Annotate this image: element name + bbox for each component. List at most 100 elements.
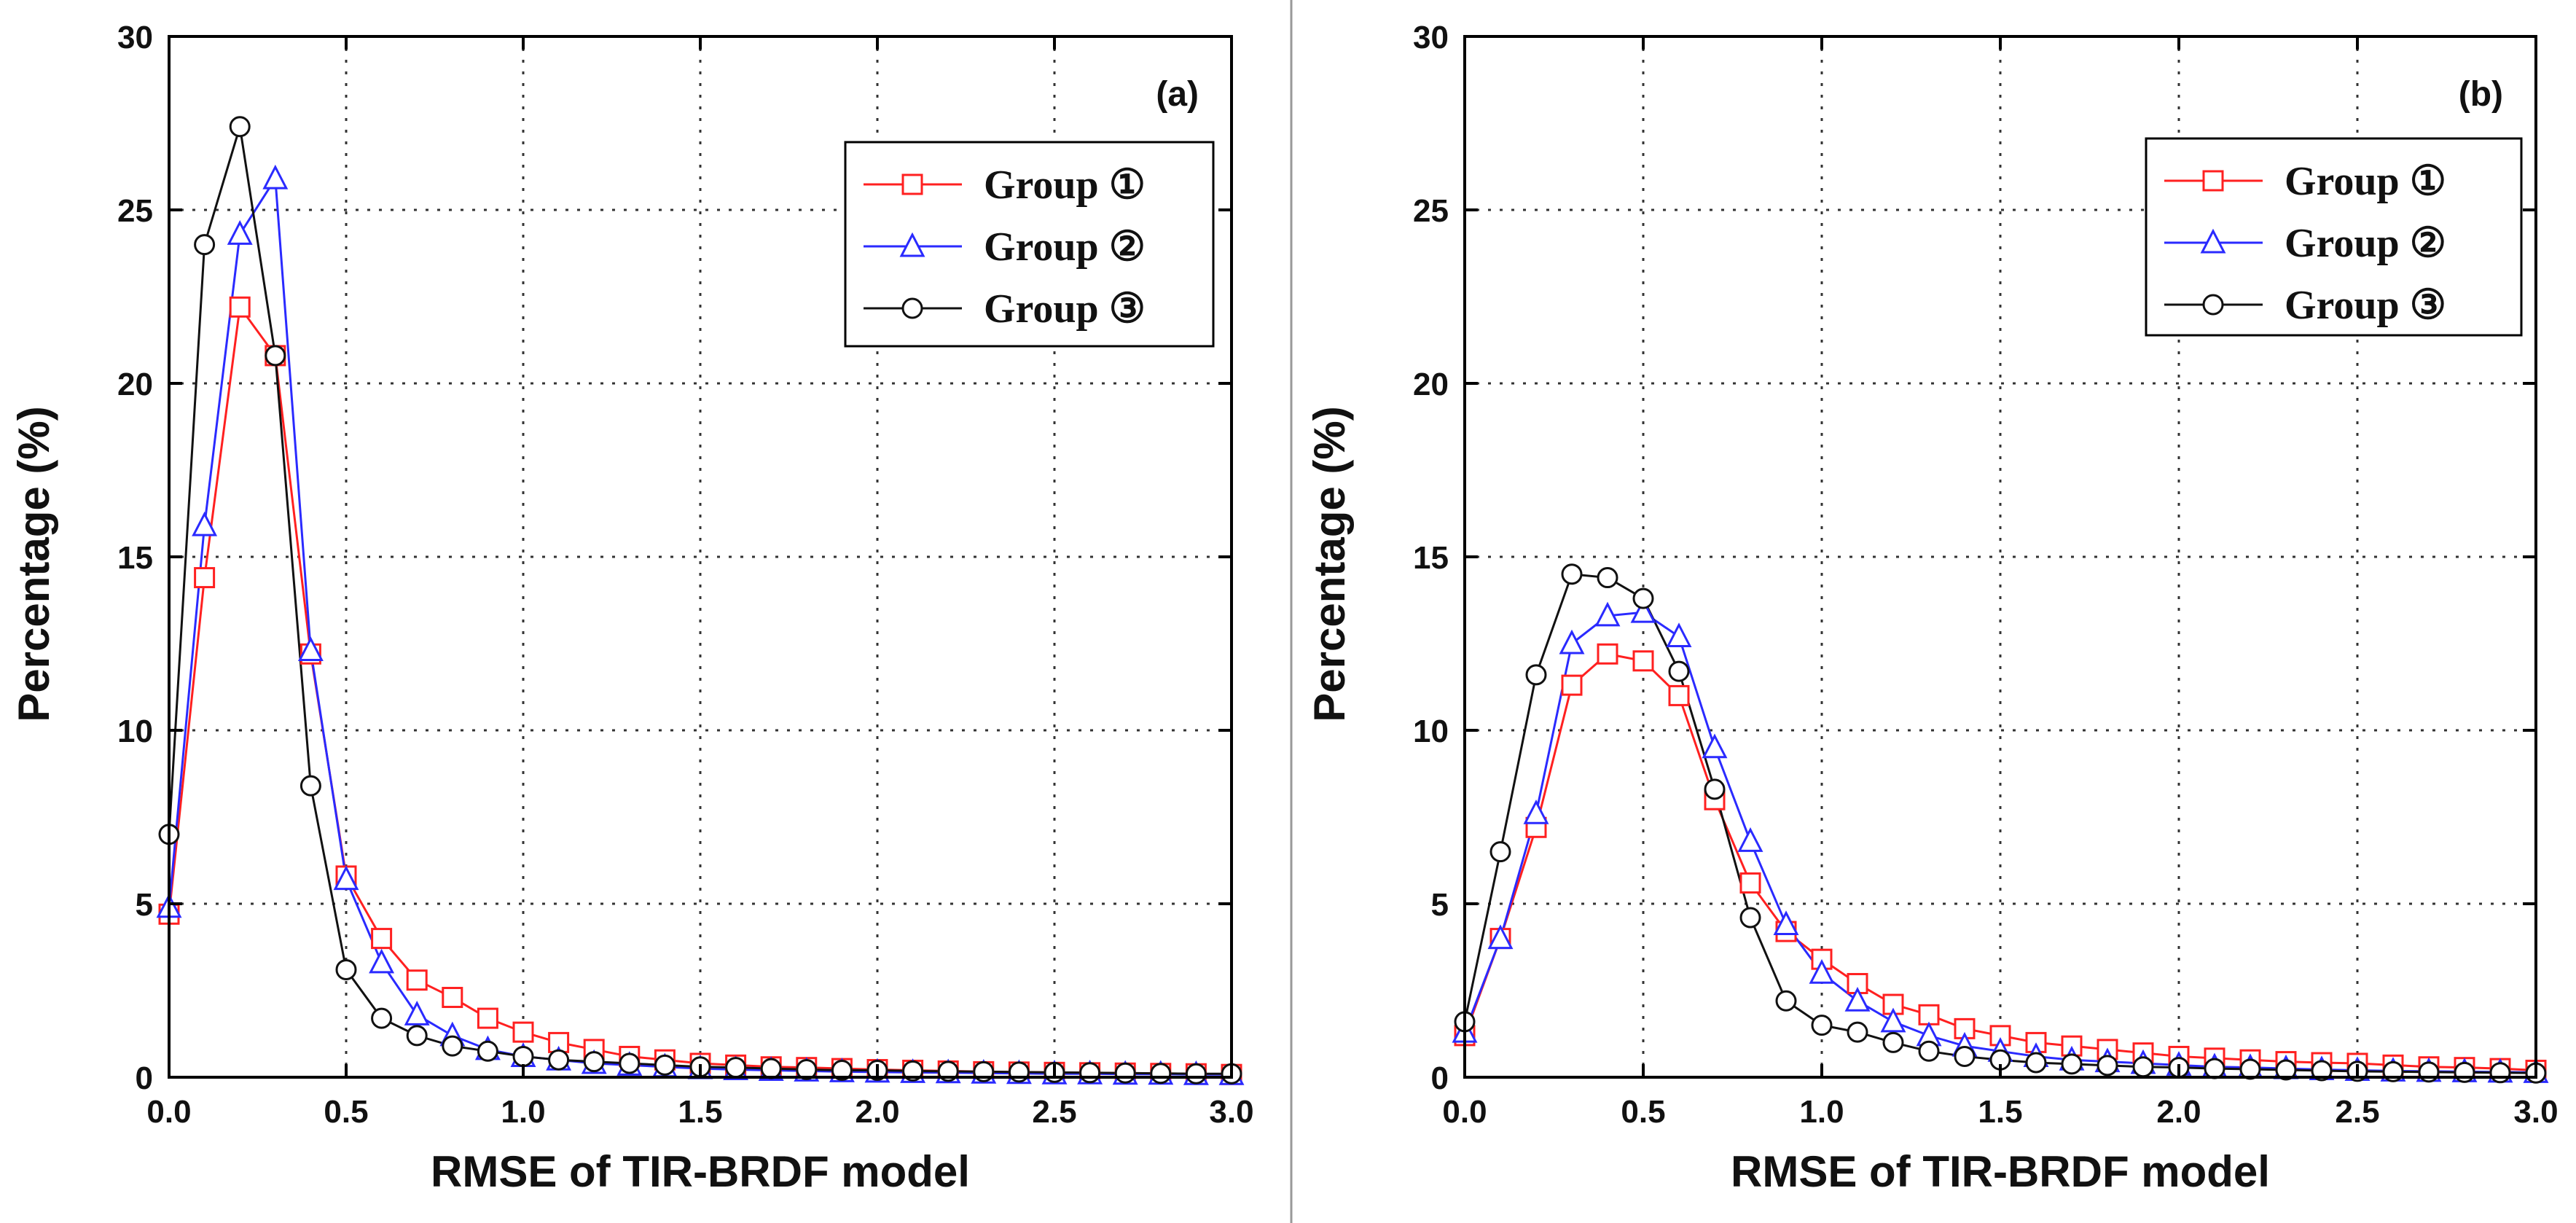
y-tick-label-0-b: 0 [1431, 1060, 1449, 1096]
x-tick-label-5-a: 2.5 [1032, 1094, 1076, 1130]
series-markers-group-3-a [158, 116, 1242, 1085]
y-tick-label-1-a: 5 [136, 887, 153, 923]
y-tick-label-2-a: 10 [117, 714, 153, 749]
legend-symbol-group-3-a [864, 297, 962, 319]
data-point-group-1-10-a [512, 1021, 534, 1043]
data-point-group-2-2-b [1523, 799, 1549, 824]
x-tick-label-4-a: 2.0 [855, 1094, 899, 1130]
data-point-group-3-29-a [1185, 1063, 1207, 1085]
data-point-group-3-7-a [406, 1025, 428, 1047]
ticks-b [1463, 35, 2537, 1079]
data-point-group-3-26-a [1079, 1062, 1101, 1084]
data-point-group-3-8-a [442, 1035, 463, 1057]
y-tick-label-2-b: 10 [1413, 714, 1449, 749]
data-point-group-2-3-a [262, 164, 289, 189]
data-point-group-3-19-b [2132, 1056, 2154, 1078]
legend-marker-2-a [899, 232, 925, 257]
data-point-group-1-2-a [229, 296, 251, 318]
legend-label-group-1-b: Group ① [2285, 159, 2446, 204]
data-point-group-3-10-a [512, 1045, 534, 1067]
x-tick-label-4-b: 2.0 [2156, 1094, 2201, 1130]
data-point-group-2-5-a [333, 865, 359, 891]
data-point-group-3-6-a [371, 1007, 393, 1029]
series-markers-group-1-b [1454, 643, 2547, 1081]
x-axis-label-b: RMSE of TIR-BRDF model [1731, 1147, 2270, 1196]
legend-marker-3-a [901, 297, 923, 319]
legend-marker-1-a [901, 173, 923, 195]
legend-symbol-group-2-b [2164, 228, 2263, 254]
legend-item-group-1-b: Group ① [2164, 159, 2446, 204]
legend-item-group-3-a: Group ③ [864, 286, 1146, 332]
y-tick-label-3-b: 15 [1413, 540, 1449, 576]
data-point-group-3-10-b [1811, 1015, 1833, 1036]
data-point-group-3-28-a [1150, 1063, 1172, 1085]
legend-marker-1-b [2202, 170, 2224, 192]
data-point-group-3-5-a [335, 958, 357, 980]
x-tick-label-1-b: 0.5 [1621, 1094, 1665, 1130]
data-point-group-3-1-a [194, 234, 216, 256]
data-point-group-2-6-b [1666, 622, 1692, 647]
x-tick-label-0-a: 0.0 [146, 1094, 191, 1130]
data-point-group-3-18-b [2097, 1055, 2118, 1077]
x-tick-label-6-b: 3.0 [2513, 1094, 2558, 1130]
data-point-group-3-17-b [2061, 1053, 2083, 1075]
data-point-group-3-27-a [1114, 1062, 1136, 1084]
data-point-group-2-4-a [297, 636, 324, 662]
data-point-group-3-9-b [1775, 990, 1797, 1012]
data-point-group-2-4-b [1594, 601, 1621, 627]
data-point-group-2-6-a [369, 948, 395, 974]
data-point-group-2-11-b [1844, 987, 1871, 1012]
legend-symbol-group-1-a [864, 173, 962, 195]
legend-marker-3-b [2202, 294, 2224, 316]
y-tick-label-0-a: 0 [136, 1060, 153, 1096]
data-point-group-2-12-b [1880, 1007, 1906, 1033]
y-tick-label-6-b: 30 [1413, 20, 1449, 55]
data-point-group-1-4-b [1597, 643, 1618, 665]
legend-symbol-group-3-b [2164, 294, 2263, 316]
data-point-group-3-6-b [1668, 660, 1690, 682]
data-point-group-3-14-b [1954, 1045, 1976, 1067]
data-point-group-3-12-a [583, 1051, 605, 1073]
data-point-group-3-3-a [265, 345, 286, 367]
data-point-group-3-29-b [2489, 1062, 2511, 1084]
x-tick-labels-b: 0.0 0.5 1.0 1.5 2.0 2.5 3.0 [1442, 1094, 2558, 1130]
x-tick-label-6-a: 3.0 [1209, 1094, 1253, 1130]
data-point-group-3-21-b [2204, 1058, 2225, 1079]
y-tick-label-3-a: 15 [117, 540, 153, 576]
data-point-group-3-5-b [1632, 587, 1654, 609]
legend-item-group-2-b: Group ② [2164, 221, 2446, 266]
x-tick-label-3-b: 1.5 [1978, 1094, 2022, 1130]
data-point-group-3-28-b [2454, 1061, 2475, 1083]
data-point-group-3-11-a [548, 1049, 570, 1071]
legend-label-group-3-b: Group ③ [2285, 283, 2446, 328]
x-tick-labels-a: 0.0 0.5 1.0 1.5 2.0 2.5 3.0 [146, 1094, 1253, 1130]
data-point-group-3-2-a [229, 116, 251, 138]
y-tick-label-5-a: 25 [117, 193, 153, 229]
data-point-group-1-3-b [1561, 674, 1583, 696]
data-point-group-3-2-b [1525, 664, 1547, 686]
data-point-group-2-1-a [192, 511, 218, 536]
data-point-group-3-19-a [831, 1059, 853, 1081]
y-tick-label-5-b: 25 [1413, 193, 1449, 229]
data-point-group-2-8-b [1737, 827, 1763, 852]
legend-symbol-group-2-a [864, 232, 962, 257]
data-point-group-3-16-b [2025, 1052, 2047, 1074]
x-tick-label-2-b: 1.0 [1799, 1094, 1844, 1130]
data-point-group-1-6-a [371, 928, 393, 950]
grid-a [169, 36, 1232, 1077]
data-point-group-3-9-a [477, 1040, 498, 1062]
data-point-group-3-17-a [760, 1058, 782, 1079]
x-tick-label-2-a: 1.0 [501, 1094, 545, 1130]
data-point-group-3-1-b [1489, 841, 1511, 863]
data-point-group-1-1-a [194, 567, 216, 589]
legend-marker-2-b [2200, 228, 2226, 254]
data-point-group-2-1-b [1487, 924, 1514, 950]
data-point-group-2-3-b [1559, 629, 1585, 655]
legend-label-group-1-a: Group ① [984, 163, 1146, 208]
legend-symbol-group-1-b [2164, 170, 2263, 192]
data-point-group-2-2-a [227, 220, 253, 245]
chart-panel-a: 0.0 0.5 1.0 1.5 2.0 2.5 3.0 0 5 10 15 20 25 30 RMSE … [9, 20, 1254, 1196]
data-point-group-1-6-b [1668, 684, 1690, 706]
data-point-group-3-13-a [619, 1052, 641, 1074]
data-point-group-3-22-b [2239, 1058, 2261, 1080]
